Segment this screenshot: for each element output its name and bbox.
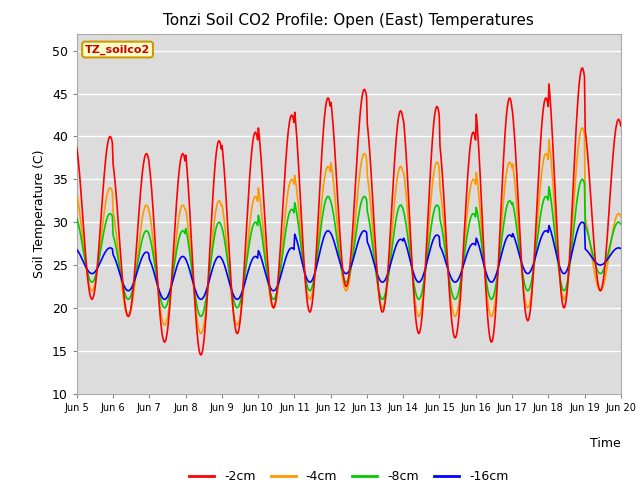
Title: Tonzi Soil CO2 Profile: Open (East) Temperatures: Tonzi Soil CO2 Profile: Open (East) Temp… <box>163 13 534 28</box>
Text: TZ_soilco2: TZ_soilco2 <box>85 44 150 55</box>
Text: Time: Time <box>590 437 621 450</box>
Y-axis label: Soil Temperature (C): Soil Temperature (C) <box>33 149 46 278</box>
Legend: -2cm, -4cm, -8cm, -16cm: -2cm, -4cm, -8cm, -16cm <box>184 465 513 480</box>
